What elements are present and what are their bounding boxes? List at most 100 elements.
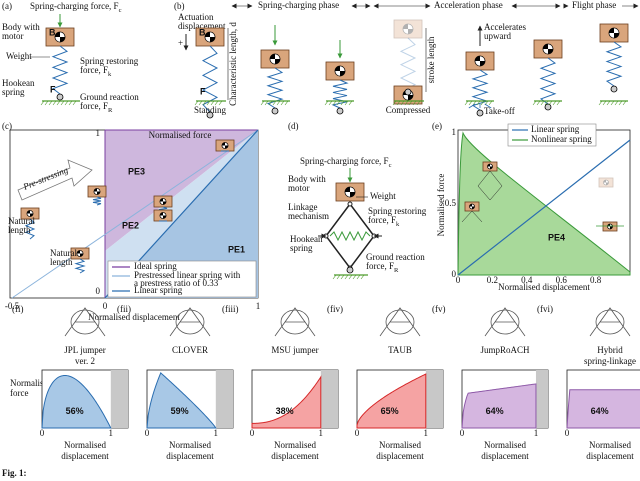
ground-hatch (472, 100, 477, 106)
label: Linkage (288, 202, 318, 212)
ground-hatch (48, 100, 53, 106)
robot-body (215, 139, 235, 152)
ground-hatch (614, 100, 619, 106)
subscript: k (108, 71, 112, 78)
prestressed-spring (11, 129, 259, 299)
ground-hatch (488, 100, 493, 106)
body-target-quarter (487, 163, 490, 167)
ground-hatch (476, 100, 481, 106)
efficiency-label: 59% (171, 406, 189, 416)
robot-name: spring-linkage (584, 356, 636, 366)
label: Normalised force (436, 174, 446, 237)
ground-hatch (52, 100, 57, 106)
ground-hatch (332, 100, 337, 106)
robot-body (260, 49, 290, 69)
label: Normalised (484, 440, 526, 450)
spring (471, 69, 489, 111)
body-target-quarter (159, 198, 163, 202)
spring (92, 196, 102, 206)
foot (56, 93, 64, 101)
label-text: Spring-charging force, F (30, 1, 119, 11)
y-tick-label: 1 (96, 128, 101, 138)
foot (271, 107, 279, 115)
body-target-quarter (54, 31, 60, 37)
ground-hatch (44, 100, 49, 106)
ground-hatch (408, 100, 413, 106)
legend-label: Linear spring (134, 285, 183, 295)
x-tick-label: 0 (355, 428, 360, 438)
body-block (598, 177, 614, 188)
foot (336, 107, 344, 115)
label: force, Fk (368, 215, 400, 228)
region-label: PE1 (228, 244, 245, 254)
legend-label: Nonlinear spring (531, 134, 592, 144)
robot-body (325, 61, 355, 81)
label: force, FR (80, 101, 113, 114)
subscript: R (394, 267, 399, 274)
body-target (402, 23, 414, 35)
robot-sketch (589, 307, 631, 337)
y-tick-label: 1 (452, 127, 457, 137)
robot-name: MSU jumper (271, 345, 318, 355)
label: Spring-charging phase (258, 0, 339, 10)
label: Normalised (169, 440, 211, 450)
x-tick-label: 1 (424, 428, 429, 438)
ground-hatch (218, 100, 223, 106)
robot-name: TAUB (388, 345, 412, 355)
robot-body (393, 19, 423, 39)
x-tick-label: 1 (319, 428, 324, 438)
foot (346, 266, 354, 274)
label: spring (2, 87, 25, 97)
body-target-quarter (408, 29, 414, 35)
sketch-part (280, 309, 310, 335)
label: length (8, 225, 31, 235)
label: force (10, 388, 28, 398)
ground-hatch (552, 100, 557, 106)
label: displacement (166, 451, 214, 461)
label: (d) (288, 121, 299, 131)
caption: Fig. 1: (2, 468, 27, 478)
ground-hatch (276, 100, 281, 106)
robot-body (482, 161, 498, 172)
region-label: PE4 (548, 232, 565, 242)
body-target-quarter (548, 49, 554, 55)
panel-label: (fiv) (327, 304, 343, 314)
label: Standing (194, 105, 227, 115)
force-curve (461, 383, 537, 429)
robot-body (153, 209, 173, 222)
ground-hatch (194, 100, 199, 106)
x-tick-label: 0 (460, 428, 465, 438)
panel-label: (fi) (12, 304, 24, 314)
robot-body (87, 185, 107, 198)
label: (e) (432, 121, 442, 131)
ground-hatch (284, 100, 289, 106)
plus-sign: + (178, 38, 183, 48)
label: motor (2, 31, 24, 41)
label: spring (290, 243, 313, 253)
ground-hatch (356, 274, 361, 280)
spring (24, 218, 36, 240)
spring (74, 258, 86, 274)
body-target-quarter (402, 23, 408, 29)
body-block (393, 19, 423, 39)
force-curve (251, 375, 322, 429)
robot-body (533, 39, 563, 59)
region-pe3 (105, 130, 258, 251)
ground-hatch (348, 100, 353, 106)
ground-hatch (202, 100, 207, 106)
gray-zone (215, 370, 233, 428)
body-target-quarter (474, 55, 480, 61)
ground-hatch (214, 100, 219, 106)
robot-body (464, 201, 480, 212)
x-tick-label: 0.6 (556, 275, 568, 285)
robot-body (598, 177, 614, 188)
ground-hatch (556, 100, 561, 106)
spring (51, 45, 69, 95)
ground-hatch (602, 100, 607, 106)
label-text: Spring-charging force, F (300, 156, 389, 166)
body-target-quarter (163, 201, 167, 205)
prestressing-arrow (17, 159, 93, 201)
region-pe4 (457, 131, 631, 276)
label: Normalised force (149, 130, 212, 140)
subscript: c (119, 7, 122, 14)
